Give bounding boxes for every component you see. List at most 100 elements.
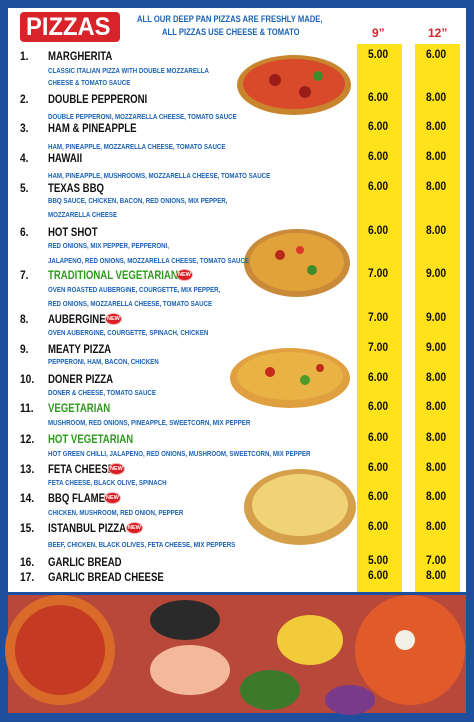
item-name: TRADITIONAL VEGETARIAN	[48, 268, 178, 282]
item-number: 13.	[20, 462, 35, 476]
price: 7.00	[368, 342, 389, 354]
price: 6.00	[368, 121, 389, 133]
new-badge: NEW	[105, 313, 122, 325]
price: 7.00	[368, 268, 389, 280]
item-name: GARLIC BREAD	[48, 555, 122, 569]
price: 8.00	[426, 401, 447, 413]
item-name: GARLIC BREAD CHEESE	[48, 570, 164, 584]
item-description: MOZZARELLA CHEESE	[48, 210, 118, 219]
item-number: 9.	[20, 342, 29, 356]
size-header: 9”	[372, 26, 385, 40]
item-number: 17.	[20, 570, 35, 584]
price: 5.00	[368, 555, 389, 567]
price: 8.00	[426, 121, 447, 133]
item-number: 7.	[20, 268, 29, 282]
item-name: MEATY PIZZA	[48, 342, 112, 356]
new-badge: NEW	[176, 269, 193, 281]
title-badge	[20, 12, 120, 42]
item-name: FETA CHEESE	[48, 462, 115, 476]
price: 6.00	[368, 432, 389, 444]
header-note: ALL PIZZAS USE CHEESE & TOMATO	[162, 27, 300, 37]
item-description: OVEN ROASTED AUBERGINE, COURGETTE, MIX P…	[48, 285, 221, 294]
title: PIZZAS	[26, 13, 111, 41]
price: 6.00	[368, 462, 389, 474]
item-name: MARGHERITA	[48, 49, 113, 63]
item-number: 14.	[20, 491, 35, 505]
item-name: ISTANBUL PIZZA	[48, 521, 127, 535]
price: 8.00	[426, 570, 447, 582]
item-description: CLASSIC ITALIAN PIZZA WITH DOUBLE MOZZAR…	[48, 66, 209, 75]
price: 8.00	[426, 372, 447, 384]
item-number: 15.	[20, 521, 35, 535]
price: 9.00	[426, 268, 447, 280]
new-badge: NEW	[126, 522, 143, 534]
price-column	[357, 44, 402, 592]
price: 8.00	[426, 432, 447, 444]
food-photo	[5, 595, 466, 715]
item-name: BBQ FLAME	[48, 491, 106, 505]
price: 9.00	[426, 312, 447, 324]
item-number: 12.	[20, 432, 35, 446]
item-number: 2.	[20, 92, 29, 106]
price: 6.00	[368, 401, 389, 413]
item-description: OVEN AUBERGINE, COURGETTE, SPINACH, CHIC…	[48, 328, 209, 337]
price: 9.00	[426, 342, 447, 354]
item-description: FETA CHEESE, BLACK OLIVE, SPINACH	[48, 478, 167, 487]
price: 8.00	[426, 521, 447, 533]
pizza-image	[230, 348, 350, 408]
price: 7.00	[426, 555, 447, 567]
price: 8.00	[426, 491, 447, 503]
item-number: 6.	[20, 225, 29, 239]
price: 8.00	[426, 462, 447, 474]
item-description: DOUBLE PEPPERONI, MOZZARELLA CHEESE, TOM…	[48, 112, 237, 121]
item-name: TEXAS BBQ	[48, 181, 105, 195]
new-badge: NEW	[104, 492, 121, 504]
price-column	[415, 44, 460, 592]
price: 6.00	[426, 49, 447, 61]
new-badge: NEW	[108, 463, 125, 475]
item-number: 5.	[20, 181, 29, 195]
item-description: BBQ SAUCE, CHICKEN, BACON, RED ONIONS, M…	[48, 196, 228, 205]
pizza-image	[237, 55, 351, 115]
item-description: JALAPENO, RED ONIONS, MOZZARELLA CHEESE,…	[48, 256, 250, 265]
item-description: RED ONIONS, MOZZARELLA CHEESE, TOMATO SA…	[48, 299, 213, 308]
item-name: AUBERGINE	[48, 312, 106, 326]
price: 6.00	[368, 570, 389, 582]
price: 6.00	[368, 92, 389, 104]
item-description: HOT GREEN CHILLI, JALAPENO, RED ONIONS, …	[48, 449, 311, 458]
item-description: DONER & CHEESE, TOMATO SAUCE	[48, 388, 156, 397]
item-description: PEPPERONI, HAM, BACON, CHICKEN	[48, 357, 159, 366]
item-number: 16.	[20, 555, 35, 569]
item-description: MUSHROOM, RED ONIONS, PINEAPPLE, SWEETCO…	[48, 418, 251, 427]
item-number: 10.	[20, 372, 35, 386]
item-name: HAM & PINEAPPLE	[48, 121, 137, 135]
price: 8.00	[426, 181, 447, 193]
price: 6.00	[368, 491, 389, 503]
item-description: HAM, PINEAPPLE, MUSHROOMS, MOZZARELLA CH…	[48, 171, 271, 180]
item-number: 4.	[20, 151, 29, 165]
price: 5.00	[368, 49, 389, 61]
header-note: ALL OUR DEEP PAN PIZZAS ARE FRESHLY MADE…	[137, 14, 323, 24]
price: 7.00	[368, 312, 389, 324]
item-description: BEEF, CHICKEN, BLACK OLIVES, FETA CHEESE…	[48, 540, 236, 549]
pizza-image	[244, 229, 350, 297]
item-name: HOT VEGETARIAN	[48, 432, 134, 446]
item-number: 11.	[20, 401, 34, 415]
pizza-image	[244, 469, 356, 545]
size-header: 12”	[428, 26, 448, 40]
price: 8.00	[426, 92, 447, 104]
price: 6.00	[368, 151, 389, 163]
item-name: DOUBLE PEPPERONI	[48, 92, 148, 106]
price: 6.00	[368, 372, 389, 384]
item-name: VEGETARIAN	[48, 401, 111, 415]
price: 6.00	[368, 181, 389, 193]
item-number: 8.	[20, 312, 29, 326]
price: 8.00	[426, 225, 447, 237]
item-description: CHICKEN, MUSHROOM, RED ONION, PEPPER	[48, 508, 184, 517]
price: 6.00	[368, 225, 389, 237]
item-description: CHEESE & TOMATO SAUCE	[48, 78, 131, 87]
item-name: HOT SHOT	[48, 225, 98, 239]
price: 6.00	[368, 521, 389, 533]
